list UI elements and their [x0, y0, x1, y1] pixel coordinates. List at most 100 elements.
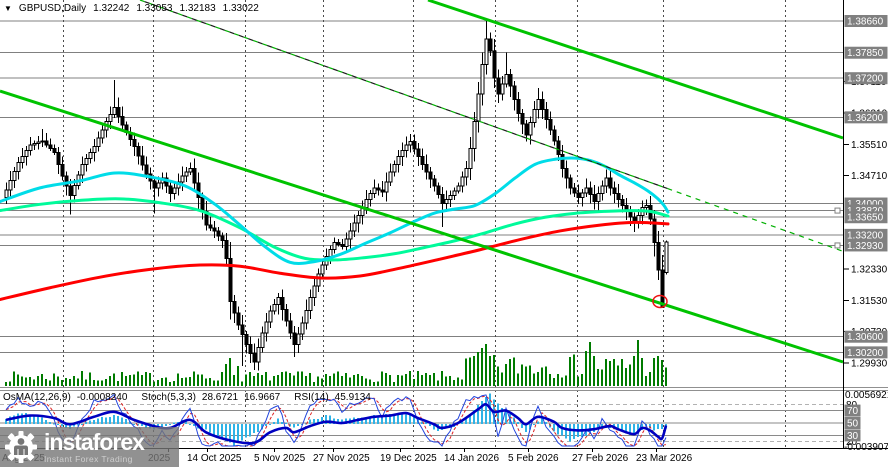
volume-bar: [305, 375, 307, 386]
candle: [396, 156, 401, 165]
osma-bar: [101, 416, 103, 424]
trendline-upper[interactable]: [427, 0, 844, 140]
candle: [248, 344, 253, 354]
osma-bar: [297, 424, 299, 426]
volume-bar: [101, 380, 103, 386]
osma-bar: [57, 423, 59, 425]
volume-bar: [109, 375, 111, 386]
osma-bar: [261, 424, 263, 430]
osma-bar: [481, 401, 483, 424]
candle: [40, 140, 45, 143]
osma-bar: [129, 421, 131, 424]
osma-bar: [517, 421, 519, 424]
volume-bar: [513, 357, 515, 386]
volume-bar: [73, 376, 75, 386]
volume-bar: [225, 364, 227, 386]
candle: [416, 148, 421, 158]
volume-bar: [601, 369, 603, 386]
osma-bar: [193, 424, 195, 427]
osma-bar: [69, 424, 71, 429]
candle: [328, 249, 333, 257]
candle: [560, 154, 565, 169]
candle: [352, 222, 357, 232]
volume-bar: [421, 374, 423, 386]
candle: [584, 187, 589, 194]
candle: [652, 218, 657, 244]
volume-bar: [173, 381, 175, 386]
volume-bar: [205, 378, 207, 386]
volume-bar: [361, 375, 363, 386]
candle: [284, 308, 289, 322]
osma-bar: [473, 409, 475, 424]
price-axis: 1.371101.363101.355101.347101.323301.315…: [844, 14, 888, 369]
candle: [452, 190, 457, 197]
candle: [576, 192, 581, 199]
osma-bar: [229, 424, 231, 443]
volume-bar: [385, 372, 387, 386]
volume-bar: [397, 375, 399, 386]
red-circle-annotation[interactable]: [652, 294, 668, 309]
axis-label: 50: [847, 419, 859, 430]
volume-bar: [465, 358, 467, 386]
volume-bar: [297, 371, 299, 386]
osma-bar: [633, 424, 635, 434]
candle: [384, 181, 389, 193]
osma-bar: [381, 414, 383, 424]
candle: [44, 140, 49, 146]
volume-bar: [261, 374, 263, 386]
candle: [60, 163, 65, 177]
osma-bar: [185, 421, 187, 424]
level-endpoint-marker[interactable]: [834, 207, 841, 214]
candle: [536, 99, 541, 111]
volume-bar: [433, 372, 435, 386]
volume-bar: [13, 371, 15, 386]
volume-bar: [321, 378, 323, 386]
indicator-panel: [0, 387, 888, 443]
volume-bar: [37, 375, 39, 386]
osma-bar: [321, 416, 323, 424]
osma-bar: [477, 405, 479, 424]
volume-bar: [469, 357, 471, 386]
osma-bar: [273, 421, 275, 424]
volume-bar: [181, 377, 183, 386]
trendline-lower[interactable]: [0, 89, 844, 364]
osma-bar: [85, 421, 87, 424]
candle: [16, 161, 21, 173]
axis-label: 1.34000: [847, 199, 884, 210]
osma-bar: [365, 417, 367, 424]
osma-bar: [81, 424, 83, 425]
volume-bar: [301, 371, 303, 386]
volume-bar: [449, 375, 451, 386]
volume-bar: [253, 375, 255, 386]
osma-bar: [265, 424, 267, 427]
trendlines: [0, 0, 846, 364]
volume-bar: [493, 355, 495, 386]
osma-bar: [485, 397, 487, 424]
candle: [52, 148, 57, 154]
candle: [228, 257, 233, 302]
osma-bar: [41, 417, 43, 424]
candle: [20, 156, 25, 163]
candle: [424, 163, 429, 173]
osma-bar: [521, 424, 523, 429]
volume-bar: [113, 373, 115, 386]
candle: [332, 242, 337, 251]
trendline-dashed-green[interactable]: [139, 0, 846, 253]
candle: [260, 332, 265, 348]
candle: [192, 167, 197, 184]
volume-bar: [121, 371, 123, 386]
volume-bar: [145, 371, 147, 386]
candle: [388, 171, 393, 183]
osma-bar: [37, 416, 39, 424]
osma-bar: [53, 423, 55, 425]
volume-bar: [377, 381, 379, 386]
volume-bar: [417, 371, 419, 386]
volume-bar: [633, 356, 635, 386]
axis-label: 1.32330: [851, 264, 888, 275]
level-endpoint-marker[interactable]: [834, 242, 841, 249]
trendline-dashed-black[interactable]: [139, 0, 669, 190]
candle: [308, 297, 313, 311]
candle: [212, 227, 217, 232]
volume-bar: [413, 378, 415, 386]
